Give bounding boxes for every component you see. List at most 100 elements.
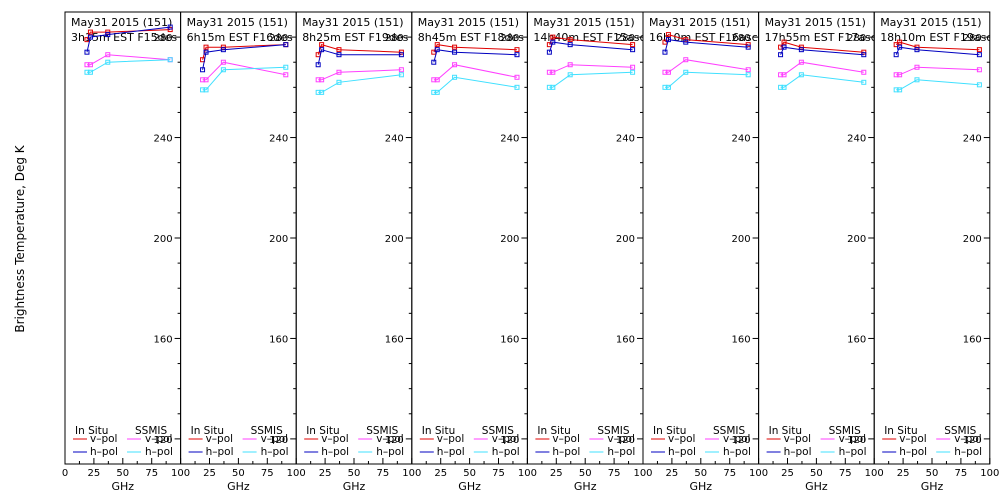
legend-insitu-title: In Situ (422, 425, 455, 437)
legend-label-insitu_h: h–pol (668, 446, 696, 458)
panel-6: May31 2015 (151)16h 0m EST F16asc1201602… (642, 11, 768, 493)
legend-label-ssmis_h: h–pol (723, 446, 751, 458)
legend-label-ssmis_h: h–pol (607, 446, 635, 458)
data-point-insitu_h (781, 44, 787, 50)
y-tick-label: 240 (385, 134, 404, 145)
x-tick-label: 100 (980, 468, 999, 479)
y-tick-label: 160 (847, 334, 866, 345)
legend-label-insitu_h: h–pol (899, 446, 927, 458)
data-point-ssmis_v (914, 64, 920, 70)
legend-insitu-title: In Situ (306, 425, 339, 437)
panel-header: May31 2015 (151) 6h15m EST F16des (187, 16, 293, 44)
data-point-insitu_v (550, 34, 556, 40)
legend-insitu-title: In Situ (75, 425, 108, 437)
y-tick-label: 280 (500, 33, 519, 44)
x-tick-label: 75 (145, 468, 158, 479)
x-tick-label: 25 (203, 468, 216, 479)
y-tick-label: 240 (963, 134, 982, 145)
data-point-ssmis_v (84, 62, 90, 68)
legend-ssmis-title: SSMIS (251, 425, 283, 437)
data-point-insitu_v (665, 32, 671, 38)
x-tick-label: 25 (434, 468, 447, 479)
series-line-ssmis_v (780, 61, 864, 76)
data-point-ssmis_h (87, 69, 93, 75)
data-point-ssmis_v (283, 72, 289, 78)
data-point-ssmis_v (683, 57, 689, 63)
data-point-insitu_h (976, 52, 982, 58)
x-axis-label: GHz (921, 480, 944, 493)
x-tick-label: 100 (749, 468, 768, 479)
series-line-ssmis_v (202, 61, 286, 81)
x-tick-label: 50 (463, 468, 476, 479)
data-point-insitu_h (893, 52, 899, 58)
series-line-insitu_h (548, 41, 633, 53)
panel-time-label: 18h10m EST F19asc (880, 31, 992, 44)
y-tick-label: 120 (732, 435, 751, 446)
legend-ssmis-title: SSMIS (944, 425, 976, 437)
y-axis-label: Brightness Temperature, Deg K (13, 144, 27, 332)
series-line-ssmis_h (896, 79, 980, 91)
y-tick-label: 120 (847, 435, 866, 446)
legend-ssmis-title: SSMIS (482, 425, 514, 437)
data-point-ssmis_v (431, 77, 437, 83)
legend-label-ssmis_h: h–pol (376, 446, 404, 458)
x-tick-label: 25 (550, 468, 563, 479)
data-point-insitu_v (87, 29, 93, 35)
panel-date-label: May31 2015 (151) (418, 16, 519, 29)
panel-header: May31 2015 (151) 8h25m EST F19des (302, 16, 408, 44)
series-line-insitu_h (317, 49, 402, 65)
data-point-ssmis_h (683, 69, 689, 75)
data-point-ssmis_h (220, 67, 226, 73)
panel-date-label: May31 2015 (151) (71, 16, 172, 29)
data-point-ssmis_v (105, 52, 111, 58)
series-line-ssmis_v (549, 64, 633, 73)
series-line-insitu_h (202, 44, 286, 70)
x-axis-label: GHz (574, 480, 597, 493)
x-tick-label: 50 (694, 468, 707, 479)
y-tick-label: 200 (616, 234, 635, 245)
y-tick-label: 120 (385, 435, 404, 446)
data-point-insitu_h (167, 24, 173, 30)
panel-time-label: 3h15m EST F15des (71, 31, 177, 44)
y-tick-label: 240 (269, 134, 288, 145)
legend-label-insitu_h: h–pol (321, 446, 349, 458)
legend-label-insitu_v: v–pol (206, 433, 233, 445)
legend-label-ssmis_v: v–pol (145, 433, 172, 445)
legend-label-ssmis_v: v–pol (376, 433, 403, 445)
data-point-ssmis_h (546, 84, 552, 90)
data-point-insitu_h (283, 42, 289, 48)
series-line-insitu_h (86, 26, 171, 53)
data-point-ssmis_v (781, 72, 787, 78)
x-tick-label: 100 (865, 468, 884, 479)
legend-label-ssmis_v: v–pol (839, 433, 866, 445)
data-point-ssmis_h (778, 84, 784, 90)
data-point-ssmis_v (434, 77, 440, 83)
data-point-ssmis_h (976, 82, 982, 88)
series-line-ssmis_v (665, 59, 749, 73)
x-tick-label: 100 (287, 468, 306, 479)
y-tick-label: 160 (154, 334, 173, 345)
y-tick-label: 200 (269, 234, 288, 245)
y-tick-label: 160 (963, 334, 982, 345)
data-point-insitu_v (897, 39, 903, 45)
legend-label-ssmis_h: h–pol (261, 446, 289, 458)
data-point-insitu_h (336, 52, 342, 58)
panel-1: May31 2015 (151) 3h15m EST F15des 120 160 20… (62, 11, 190, 493)
panel-header: May31 2015 (151) 14h40m EST F15asc (533, 16, 643, 44)
series-line-ssmis_v (433, 64, 518, 81)
x-tick-label: 75 (377, 468, 390, 479)
panel-time-label: 17h55m EST F17asc (765, 31, 877, 44)
series-line-ssmis_v (896, 66, 980, 76)
y-tick-label: 240 (616, 134, 635, 145)
series-line-ssmis_h (665, 71, 749, 88)
data-point-insitu_h (798, 47, 804, 53)
x-tick-label: 25 (781, 468, 794, 479)
data-point-ssmis_h (452, 74, 458, 80)
panel-2: May31 2015 (151) 6h15m EST F16des 120 160 20… (180, 11, 306, 493)
x-tick-label: 100 (518, 468, 537, 479)
y-tick-label: 120 (154, 435, 173, 446)
panel-date-label: May31 2015 (151) (533, 16, 634, 29)
data-point-ssmis_v (897, 72, 903, 78)
legend-label-ssmis_v: v–pol (954, 433, 981, 445)
data-point-ssmis_v (550, 69, 556, 75)
